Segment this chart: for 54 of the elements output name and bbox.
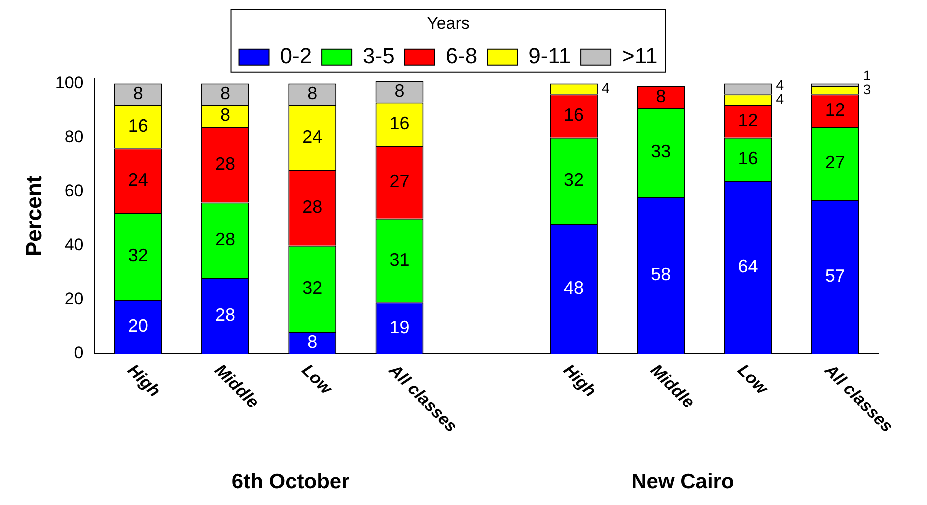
- data-label: 64: [738, 256, 758, 277]
- data-label: 8: [220, 105, 230, 126]
- y-tick-label: 60: [64, 182, 84, 201]
- data-label: 20: [128, 316, 148, 336]
- data-label: 4: [602, 80, 610, 96]
- legend-label: 6-8: [446, 43, 478, 68]
- data-label: 16: [390, 113, 410, 134]
- y-tick-label: 80: [64, 128, 84, 147]
- data-label: 32: [128, 246, 148, 266]
- data-label: 1: [863, 67, 872, 84]
- data-label: 32: [564, 170, 584, 190]
- data-label: 28: [302, 197, 323, 218]
- legend-label: 9-11: [528, 43, 572, 68]
- data-label: 24: [128, 170, 148, 190]
- y-tick-label: 100: [55, 73, 84, 92]
- x-tick-label: Low: [734, 360, 773, 400]
- y-tick-label: 0: [74, 344, 84, 363]
- data-label: 4: [776, 90, 784, 107]
- x-tick-label: Low: [298, 360, 338, 400]
- legend-label: 0-2: [280, 43, 312, 68]
- y-tick-label: 40: [64, 236, 84, 255]
- data-label: 8: [133, 84, 144, 104]
- data-label: 58: [651, 264, 672, 285]
- data-label: 28: [215, 229, 236, 250]
- data-label: 4: [776, 76, 784, 93]
- y-tick-label: 20: [64, 290, 84, 309]
- data-label: 16: [128, 116, 148, 136]
- data-label: 8: [220, 84, 230, 104]
- data-label: 19: [390, 317, 410, 338]
- data-label: 33: [651, 142, 672, 162]
- data-label: 8: [308, 332, 318, 352]
- data-label: 8: [308, 84, 318, 104]
- data-label: 31: [390, 250, 410, 270]
- data-label: 57: [825, 266, 846, 286]
- data-label: 32: [302, 278, 323, 298]
- data-label: 27: [390, 171, 410, 192]
- data-label: 3: [863, 81, 872, 98]
- data-label: 24: [302, 126, 323, 147]
- data-label: 8: [656, 86, 666, 106]
- data-label: 12: [825, 100, 846, 120]
- data-label: 28: [215, 305, 236, 326]
- text: 6th October: [232, 470, 350, 494]
- legend-label: 3-5: [363, 43, 395, 68]
- data-label: 12: [738, 110, 758, 131]
- data-label: 48: [564, 278, 584, 298]
- data-label: 8: [394, 80, 405, 101]
- y-axis-title: Percent: [21, 175, 46, 257]
- data-label: 16: [564, 105, 584, 126]
- data-label: 27: [825, 152, 846, 172]
- legend-title: Years: [427, 14, 470, 34]
- data-label: 16: [738, 148, 758, 168]
- text: New Cairo: [632, 470, 734, 494]
- data-label: 28: [215, 154, 236, 174]
- legend-label: >11: [622, 43, 658, 68]
